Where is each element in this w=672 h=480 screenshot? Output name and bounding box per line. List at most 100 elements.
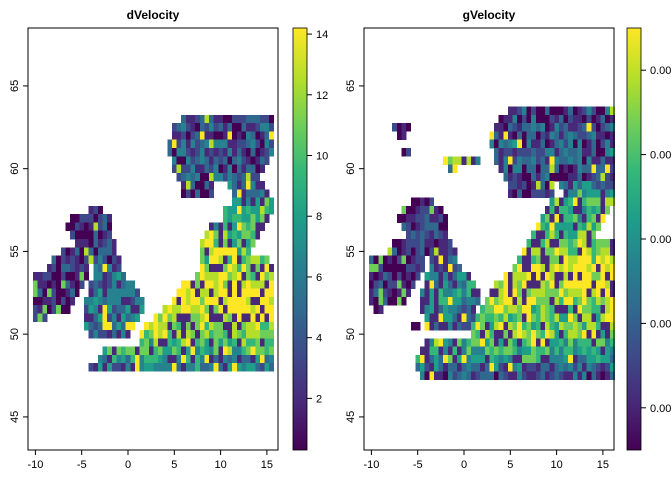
raster-cell [558,205,564,215]
raster-cell [259,197,265,207]
raster-cell [269,131,275,140]
raster-cell [558,197,564,207]
raster-cell [236,164,242,174]
raster-cell [568,313,574,323]
raster-cell [74,247,80,256]
raster-cell [153,330,159,339]
raster-cell [406,255,412,265]
raster-cell [563,156,569,165]
raster-cell [195,189,201,198]
raster-cell [568,230,574,240]
raster-cell [605,330,611,339]
raster-cell [526,189,532,198]
raster-cell [531,255,537,265]
raster-cell [540,156,546,165]
raster-cell [102,354,108,364]
raster-cell [222,156,228,165]
raster-cell [577,164,583,174]
raster-cell [424,346,430,356]
raster-cell [517,280,523,289]
raster-cell [185,164,191,174]
raster-cell [167,313,173,323]
raster-cell [484,296,490,306]
raster-cell [420,222,425,232]
raster-cell [250,346,256,356]
raster-cell [572,313,578,323]
y-tick-label: 65 [345,80,357,92]
raster-cell [535,222,541,232]
raster-cell [264,296,270,306]
raster-cell [259,181,265,190]
raster-cell [33,288,39,298]
raster-cell [595,371,601,380]
raster-cell [144,321,150,331]
raster-cell [236,205,242,215]
raster-cell [586,106,592,116]
raster-cell [554,114,560,124]
raster-cell [232,181,238,190]
raster-cell [181,313,187,323]
raster-cell [227,214,233,223]
raster-cell [512,114,518,124]
raster-cell [246,123,251,132]
raster-cell [199,123,205,132]
raster-cell [545,164,550,174]
raster-cell [250,239,256,248]
raster-cell [549,172,555,182]
raster-cell [190,346,196,356]
raster-cell [503,164,509,174]
raster-cell [470,330,476,339]
raster-cell [512,371,518,380]
raster-cell [595,280,601,289]
raster-cell [227,321,233,331]
raster-cell [222,363,228,372]
raster-cell [236,214,242,223]
raster-cell [406,272,412,281]
raster-cell [213,338,219,347]
raster-cell [558,139,564,149]
raster-cell [526,363,532,372]
raster-cell [181,164,187,174]
raster-cell [369,272,375,281]
raster-cell [595,247,601,256]
raster-cell [204,296,210,306]
raster-cell [586,321,592,331]
raster-cell [218,330,224,339]
raster-cell [222,114,228,124]
raster-cell [521,263,527,273]
raster-cell [498,147,504,157]
raster-cell [204,189,210,198]
raster-cell [250,189,256,198]
raster-cell [563,205,569,215]
raster-cell [406,147,412,157]
raster-cell [609,164,615,174]
raster-cell [227,263,233,273]
raster-cell [195,164,201,174]
raster-cell [236,354,242,364]
raster-cell [609,139,615,149]
raster-cell [246,164,251,174]
raster-cell [396,131,402,140]
raster-cell [591,106,597,116]
raster-cell [382,272,388,281]
raster-cell [93,205,99,215]
raster-cell [181,296,187,306]
raster-cell [503,354,509,364]
raster-cell [255,288,261,298]
raster-cell [461,305,467,314]
raster-cell [209,230,214,240]
raster-cell [507,288,513,298]
raster-cell [401,263,407,273]
raster-cell [466,272,472,281]
raster-cell [549,363,555,372]
raster-cell [595,255,601,265]
raster-cell [241,164,247,174]
raster-cell [558,172,564,182]
raster-cell [176,156,182,165]
raster-cell [540,114,546,124]
raster-cell [452,263,458,273]
raster-cell [586,222,592,232]
raster-cell [204,263,210,273]
raster-cell [60,288,66,298]
y-tick-label: 60 [9,163,21,175]
